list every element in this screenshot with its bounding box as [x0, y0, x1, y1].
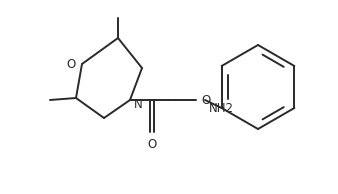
Text: NH2: NH2	[209, 101, 234, 114]
Text: O: O	[147, 138, 156, 151]
Text: O: O	[201, 94, 210, 107]
Text: O: O	[67, 57, 76, 70]
Text: N: N	[134, 98, 143, 111]
